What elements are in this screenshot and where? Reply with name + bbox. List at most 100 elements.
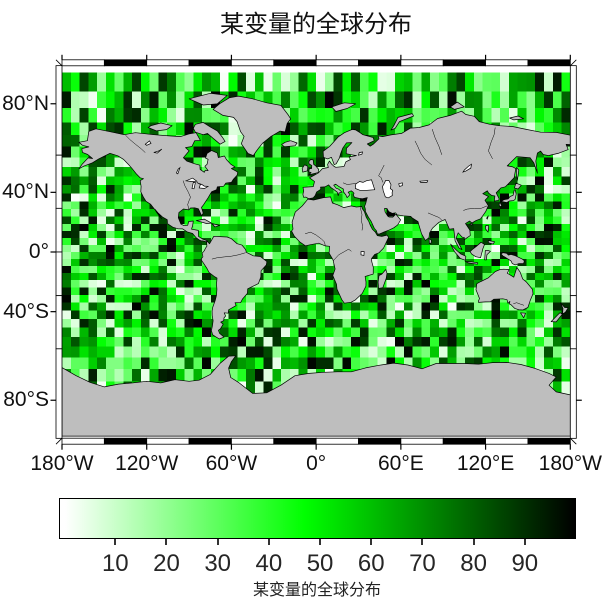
landmass [550, 312, 563, 323]
landmass [281, 140, 298, 148]
landmass [484, 225, 490, 233]
lake [357, 151, 363, 156]
landmass [377, 269, 388, 289]
map-frame [50, 54, 582, 450]
lat-tick-label: 80°S [3, 388, 49, 412]
lat-tick-label: 80°N [2, 91, 49, 115]
river [359, 207, 363, 231]
colorbar-tick-label: 50 [306, 550, 334, 577]
landmass [469, 241, 485, 259]
landmass [475, 267, 534, 311]
landmass [331, 102, 357, 112]
landmass [520, 312, 526, 319]
landmass [192, 122, 226, 145]
lake [191, 182, 196, 190]
landmass [61, 355, 571, 437]
lakes [144, 140, 472, 256]
colorbar-tick-label: 60 [357, 550, 385, 577]
colorbar-tick-label: 90 [511, 550, 539, 577]
landmass [514, 182, 522, 190]
landmass [211, 223, 221, 228]
colorbar-tick [114, 539, 117, 545]
landmass [428, 238, 432, 244]
landmass [449, 101, 465, 110]
landmasses [61, 92, 571, 437]
lon-tick-label: 120°W [115, 452, 179, 475]
landmass [500, 252, 525, 266]
landmass [484, 249, 491, 261]
lon-tick-label: 60°W [205, 452, 258, 475]
landmass [302, 110, 571, 251]
landmass [450, 243, 467, 261]
landmass [308, 159, 320, 176]
rivers [125, 127, 525, 306]
colorbar-tick-label: 30 [204, 550, 232, 577]
lat-tick-label: 0° [28, 240, 49, 263]
landmass [291, 196, 389, 304]
river [463, 205, 488, 211]
colorbar-tick-label: 20 [153, 550, 180, 577]
river [211, 252, 246, 260]
landmass [301, 164, 309, 173]
lon-tick-label: 60°E [377, 452, 424, 475]
lat-tick-label: 40°N [2, 180, 49, 204]
colorbar-tick [267, 539, 270, 545]
lake [360, 251, 365, 256]
landmass [486, 215, 489, 220]
lake [355, 179, 376, 191]
landmass [488, 240, 495, 245]
lake [382, 180, 394, 199]
colorbar-tick [165, 539, 168, 545]
lon-tick-label: 180°W [30, 452, 94, 475]
river [342, 182, 358, 185]
colorbar-label: 某变量的全球分布 [252, 580, 381, 599]
lon-tick-label: 180°W [538, 452, 602, 475]
landmass [78, 128, 239, 243]
landmass [195, 218, 212, 224]
lon-tick-label: 120°E [456, 452, 515, 475]
river [125, 135, 146, 153]
river [488, 127, 496, 160]
landmass [212, 95, 292, 156]
landmass [464, 261, 479, 265]
colorbar-tick [472, 539, 475, 545]
colorbar-tick [523, 539, 526, 545]
landmass [509, 115, 525, 121]
landmass [469, 222, 473, 226]
lake [398, 182, 403, 187]
river [431, 129, 443, 155]
colorbar-tick-label: 40 [255, 550, 283, 577]
lake [462, 163, 472, 173]
river [427, 212, 442, 221]
lake [175, 166, 181, 175]
lat-tick-label: 40°S [3, 299, 49, 323]
river [333, 248, 352, 261]
landmass [147, 122, 173, 132]
colorbar-tick [319, 539, 322, 545]
lake [144, 140, 152, 146]
colorbar-tick [216, 539, 219, 545]
river [305, 231, 326, 246]
colorbar-tick [421, 539, 424, 545]
landmass [201, 235, 268, 340]
figure-title: 某变量的全球分布 [220, 10, 412, 38]
landmass [498, 202, 503, 208]
landmass [560, 302, 569, 315]
river [513, 302, 525, 306]
colorbar [59, 498, 576, 539]
lake [419, 180, 429, 183]
lon-tick-label: 0° [306, 452, 327, 475]
landmass [390, 113, 414, 131]
lake [196, 182, 210, 189]
river [182, 180, 191, 210]
colorbar-tick-label: 70 [409, 550, 436, 577]
colorbar-tick-label: 10 [101, 550, 129, 577]
lake [184, 177, 198, 182]
river [414, 140, 433, 166]
lake [153, 148, 163, 154]
river [378, 164, 385, 183]
colorbar-tick-label: 80 [460, 550, 487, 577]
landmass [500, 189, 517, 203]
